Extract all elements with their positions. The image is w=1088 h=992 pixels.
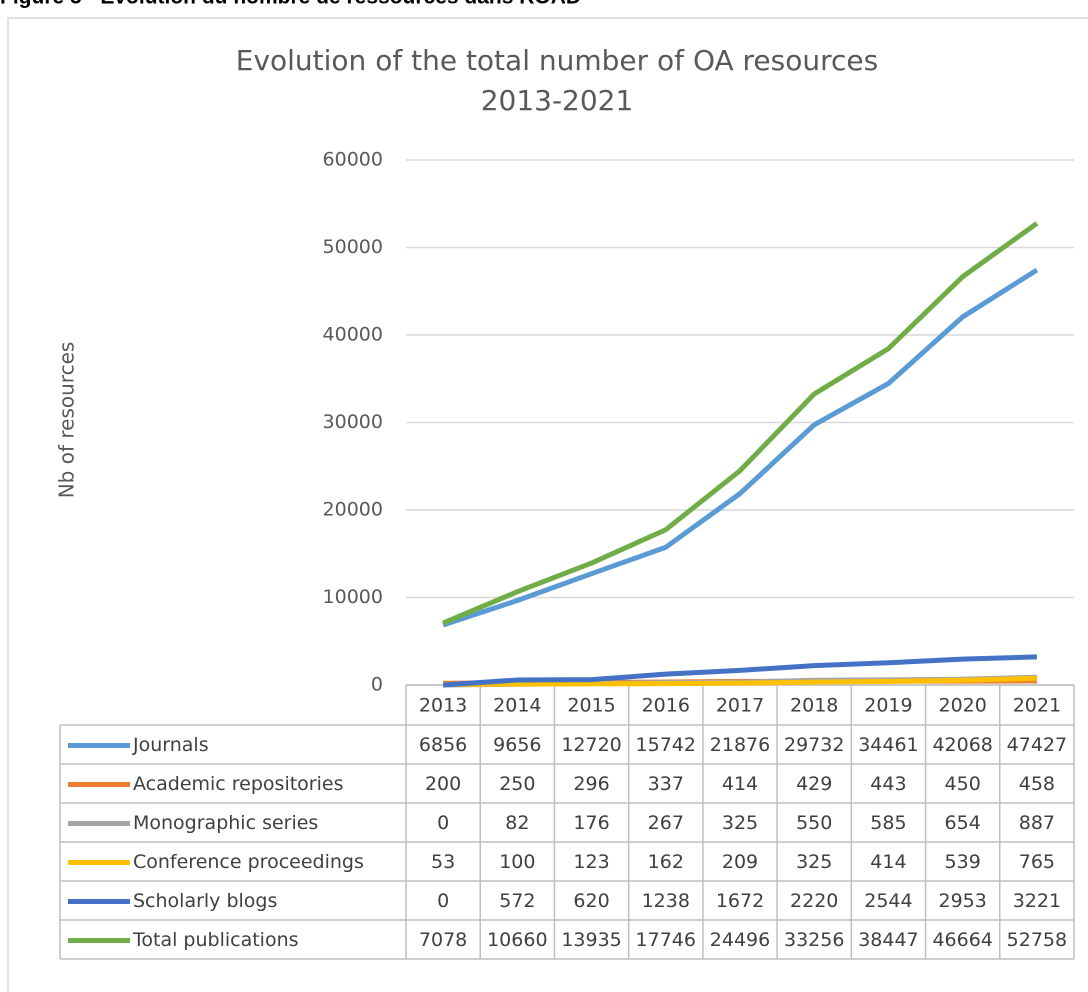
- table-value: 550: [796, 812, 832, 834]
- series-line: [442, 267, 1039, 628]
- table-value: 21876: [710, 734, 770, 756]
- table-value: 414: [722, 773, 758, 795]
- table-value: 162: [648, 851, 684, 873]
- table-value: 29732: [784, 734, 844, 756]
- y-tick-label: 0: [371, 674, 383, 696]
- y-tick-label: 10000: [323, 586, 383, 608]
- legend-label: Academic repositories: [133, 773, 343, 795]
- table-value: 0: [437, 812, 449, 834]
- table-value: 47427: [1007, 734, 1067, 756]
- table-value: 2220: [790, 890, 838, 912]
- series-line: [443, 675, 1037, 688]
- chart-subtitle: 2013-2021: [481, 84, 634, 117]
- table-value: 337: [648, 773, 684, 795]
- legend-label: Total publications: [132, 929, 299, 951]
- y-axis-label: Nb of resources: [55, 342, 79, 499]
- x-tick-label: 2017: [716, 695, 764, 717]
- table-value: 17746: [636, 929, 696, 951]
- x-tick-label: 2013: [419, 695, 467, 717]
- table-value: 1238: [642, 890, 690, 912]
- table-value: 654: [945, 812, 981, 834]
- legend-label: Conference proceedings: [133, 851, 364, 873]
- table-value: 200: [425, 773, 461, 795]
- x-tick-label: 2020: [938, 695, 986, 717]
- x-tick-label: 2016: [642, 695, 690, 717]
- table-value: 13935: [561, 929, 621, 951]
- y-tick-label: 60000: [323, 149, 383, 171]
- table-value: 414: [870, 851, 906, 873]
- series-line: [442, 221, 1039, 626]
- table-value: 585: [870, 812, 906, 834]
- table-value: 123: [573, 851, 609, 873]
- legend-label: Journals: [132, 734, 209, 756]
- table-value: 325: [722, 812, 758, 834]
- table-value: 52758: [1007, 929, 1067, 951]
- x-tick-label: 2019: [864, 695, 912, 717]
- y-tick-label: 20000: [323, 499, 383, 521]
- figure-caption: Figure 5 - Evolution du nombre de ressou…: [0, 0, 581, 9]
- x-tick-label: 2018: [790, 695, 838, 717]
- table-value: 38447: [858, 929, 918, 951]
- y-tick-label: 50000: [323, 236, 383, 258]
- table-value: 6856: [419, 734, 467, 756]
- table-value: 42068: [932, 734, 992, 756]
- chart-border: [7, 17, 1088, 992]
- table-value: 34461: [858, 734, 918, 756]
- table-value: 0: [437, 890, 449, 912]
- y-tick-label: 40000: [323, 324, 383, 346]
- table-value: 887: [1019, 812, 1055, 834]
- table-value: 100: [499, 851, 535, 873]
- table-value: 82: [505, 812, 529, 834]
- series-line: [442, 654, 1037, 688]
- table-value: 176: [573, 812, 609, 834]
- table-value: 209: [722, 851, 758, 873]
- x-tick-label: 2021: [1013, 695, 1061, 717]
- table-value: 539: [945, 851, 981, 873]
- table-value: 458: [1019, 773, 1055, 795]
- table-value: 765: [1019, 851, 1055, 873]
- table-value: 33256: [784, 929, 844, 951]
- table-value: 46664: [932, 929, 992, 951]
- table-value: 15742: [636, 734, 696, 756]
- table-value: 3221: [1013, 890, 1061, 912]
- table-value: 267: [648, 812, 684, 834]
- x-tick-label: 2014: [493, 695, 541, 717]
- table-value: 53: [431, 851, 455, 873]
- table-value: 250: [499, 773, 535, 795]
- table-value: 7078: [419, 929, 467, 951]
- table-value: 2544: [864, 890, 912, 912]
- table-value: 450: [945, 773, 981, 795]
- table-value: 620: [573, 890, 609, 912]
- table-value: 12720: [561, 734, 621, 756]
- table-value: 296: [573, 773, 609, 795]
- legend-label: Scholarly blogs: [133, 890, 277, 912]
- table-value: 572: [499, 890, 535, 912]
- table-value: 1672: [716, 890, 764, 912]
- table-value: 2953: [938, 890, 986, 912]
- y-tick-label: 30000: [323, 411, 383, 433]
- table-value: 24496: [710, 929, 770, 951]
- x-tick-label: 2015: [567, 695, 615, 717]
- table-value: 443: [870, 773, 906, 795]
- table-value: 429: [796, 773, 832, 795]
- table-value: 325: [796, 851, 832, 873]
- table-value: 9656: [493, 734, 541, 756]
- chart-title: Evolution of the total number of OA reso…: [236, 44, 878, 77]
- legend-label: Monographic series: [133, 812, 318, 834]
- table-value: 10660: [487, 929, 547, 951]
